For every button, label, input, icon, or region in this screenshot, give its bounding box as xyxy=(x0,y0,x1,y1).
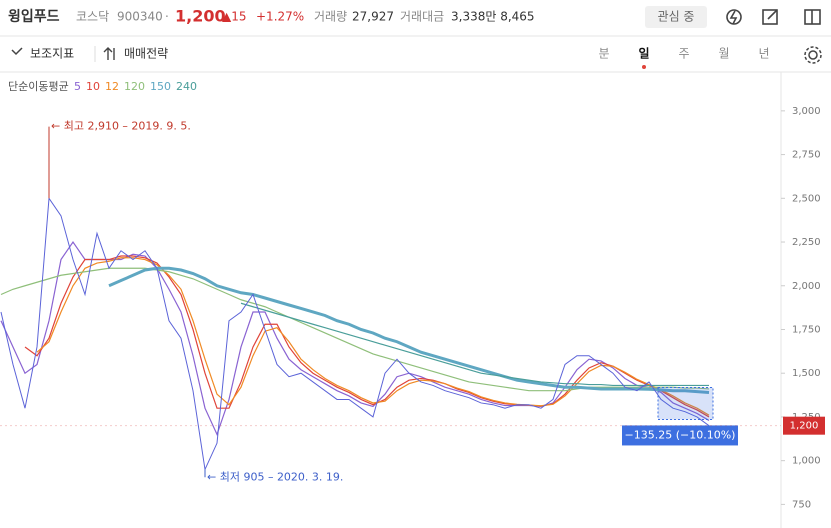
separator: · xyxy=(165,10,169,24)
amount-label: 거래대금 xyxy=(400,10,444,24)
price: 1,200 xyxy=(175,7,226,26)
header-icons[interactable] xyxy=(726,9,821,25)
period-tab[interactable]: 주 xyxy=(678,47,689,61)
volume: 27,927 xyxy=(352,10,394,24)
annotation: ← 최저 905 – 2020. 3. 19. xyxy=(207,470,343,483)
indicator-icon[interactable] xyxy=(11,47,23,56)
legend-item: 120 xyxy=(124,80,145,93)
y-tick-label: 2,750 xyxy=(792,150,821,161)
measure-area xyxy=(657,386,714,420)
y-tick-label: 2,250 xyxy=(792,237,821,248)
period-tab[interactable]: 년 xyxy=(758,47,769,61)
strategy-icon[interactable] xyxy=(103,47,115,60)
price-line xyxy=(0,196,710,472)
ma-line xyxy=(24,255,710,418)
current-price-tag xyxy=(783,416,825,435)
legend-item: 12 xyxy=(105,80,119,93)
ma-line xyxy=(240,302,709,387)
ma-line xyxy=(108,266,710,394)
y-tick-label: 750 xyxy=(792,499,811,510)
ma-line xyxy=(0,240,710,437)
change: ▲15 xyxy=(222,10,247,24)
watch-button-label[interactable]: 관심 중 xyxy=(658,10,695,24)
change-pct: +1.27% xyxy=(256,10,304,24)
measure-box xyxy=(622,425,738,446)
period-tab[interactable]: 분 xyxy=(598,47,609,61)
y-tick-label: 2,000 xyxy=(792,281,821,292)
measure-label: −135.25 (−10.10%) xyxy=(625,428,736,441)
legend-item: 240 xyxy=(176,80,197,93)
watch-button[interactable] xyxy=(645,6,707,28)
y-tick-label: 3,000 xyxy=(792,106,821,117)
strategy-button[interactable]: 매매전략 xyxy=(124,47,168,61)
y-tick-label: 2,500 xyxy=(792,193,821,204)
selected-dot xyxy=(642,65,646,69)
period-tab[interactable]: 월 xyxy=(718,47,729,61)
legend-item: 150 xyxy=(150,80,171,93)
period-tab[interactable]: 일 xyxy=(638,47,649,61)
volume-label: 거래량 xyxy=(314,10,347,24)
y-tick-label: 1,000 xyxy=(792,456,821,467)
y-tick-label: 1,750 xyxy=(792,324,821,335)
annotation: ← 최고 2,910 – 2019. 9. 5. xyxy=(51,120,191,133)
legend-item: 10 xyxy=(86,80,100,93)
stock-name: 윙입푸드 xyxy=(8,9,60,25)
legend-title: 단순이동평균 xyxy=(8,80,69,93)
settings-icon[interactable] xyxy=(804,46,822,64)
market: 코스닥 xyxy=(76,10,109,24)
plot: 7501,0001,2501,5001,7502,0002,2502,5002,… xyxy=(0,80,825,510)
indicators-button[interactable]: 보조지표 xyxy=(30,47,74,61)
current-price-label: 1,200 xyxy=(790,421,819,432)
y-tick-label: 1,500 xyxy=(792,368,821,379)
legend-item: 5 xyxy=(74,80,81,93)
amount: 3,338만 8,465 xyxy=(451,10,535,24)
ma-line xyxy=(36,257,710,416)
code: 900340 xyxy=(117,10,163,24)
